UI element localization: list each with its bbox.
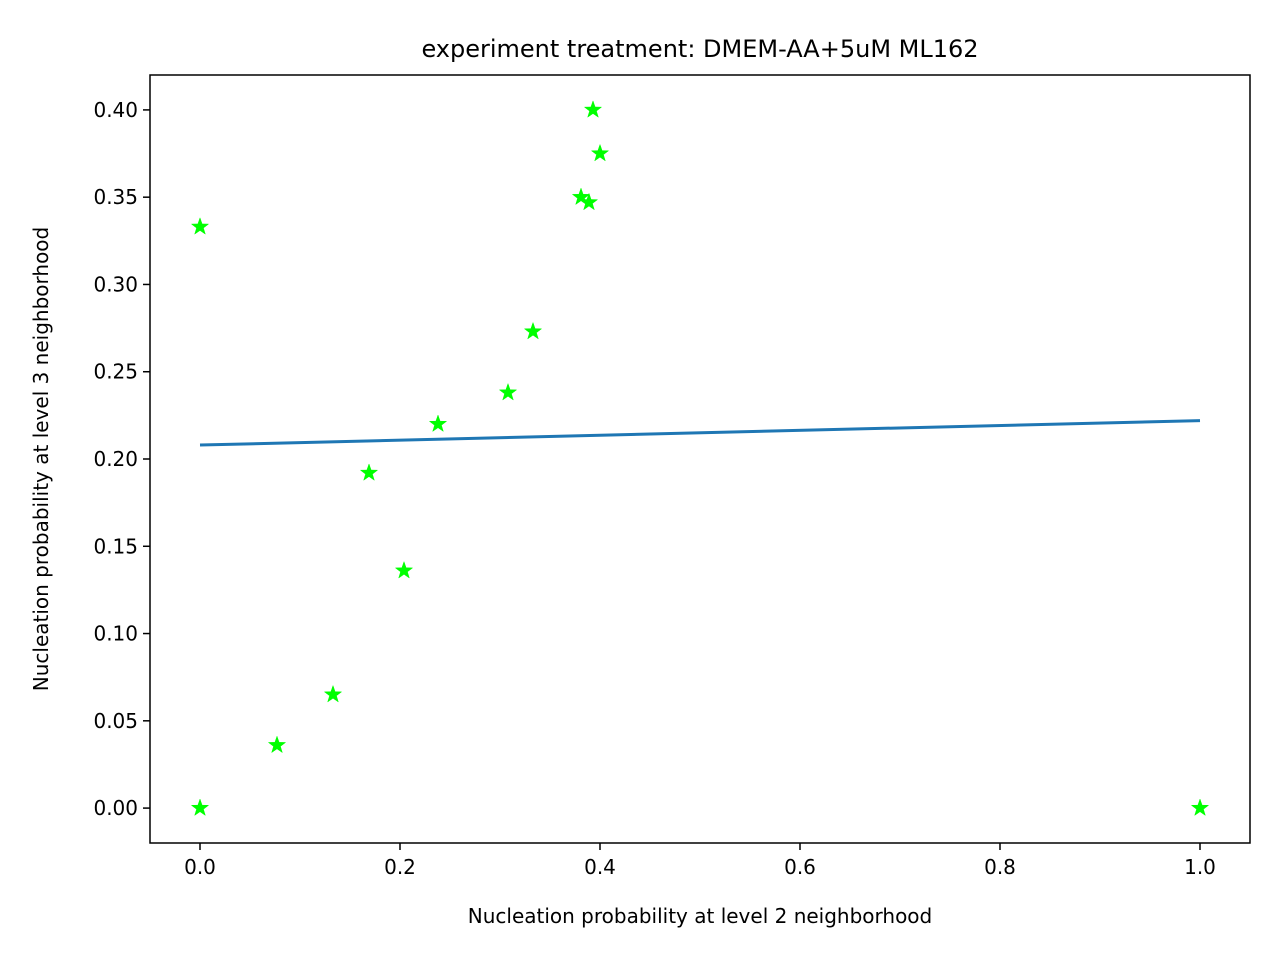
y-tick-label: 0.15 — [93, 534, 138, 558]
regression-line — [199, 419, 1201, 447]
x-tick-label: 1.0 — [1184, 855, 1216, 879]
scatter-point — [583, 100, 603, 118]
x-axis-label: Nucleation probability at level 2 neighb… — [468, 904, 933, 928]
scatter-point — [1190, 798, 1210, 816]
y-tick-label: 0.00 — [93, 796, 138, 820]
scatter-point — [523, 321, 543, 340]
scatter-point — [359, 463, 379, 481]
plot-area — [190, 100, 1210, 816]
x-tick-label: 0.0 — [184, 855, 216, 879]
scatter-point — [498, 382, 518, 401]
y-tick-label: 0.40 — [93, 98, 138, 122]
y-tick-label: 0.05 — [93, 709, 138, 733]
x-tick-label: 0.2 — [384, 855, 416, 879]
x-axis: 0.0 0.2 0.4 0.6 0.8 1.0 — [184, 843, 1216, 879]
chart-title: experiment treatment: DMEM-AA+5uM ML162 — [421, 35, 978, 63]
y-tick-label: 0.30 — [93, 272, 138, 296]
scatter-point — [394, 560, 414, 579]
scatter-point — [190, 798, 210, 816]
scatter-point — [323, 684, 343, 703]
scatter-point — [571, 187, 591, 206]
scatter-point — [267, 735, 287, 754]
y-tick-label: 0.20 — [93, 447, 138, 471]
y-tick-label: 0.10 — [93, 622, 138, 646]
x-tick-label: 0.8 — [984, 855, 1016, 879]
y-axis-label: Nucleation probability at level 3 neighb… — [29, 227, 53, 692]
y-tick-label: 0.25 — [93, 360, 138, 384]
x-tick-label: 0.6 — [784, 855, 816, 879]
y-axis: 0.00 0.05 0.10 0.15 0.20 0.25 0.30 0.35 0.40 — [93, 98, 150, 820]
scatter-point — [579, 192, 599, 211]
x-tick-label: 0.4 — [584, 855, 616, 879]
y-tick-label: 0.35 — [93, 185, 138, 209]
scatter-point — [190, 217, 210, 235]
scatter-point — [590, 143, 610, 162]
scatter-point — [428, 414, 448, 432]
